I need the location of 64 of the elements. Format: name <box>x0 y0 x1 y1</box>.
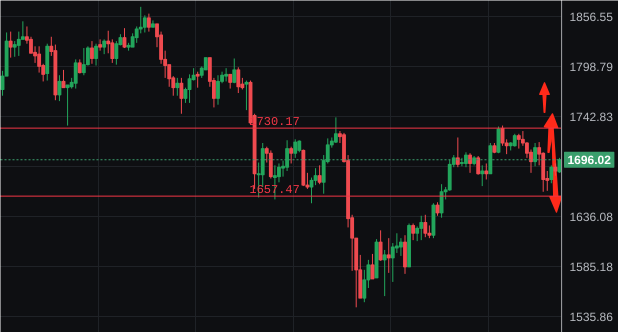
candlestick <box>370 253 374 280</box>
candlestick <box>98 38 102 52</box>
candlestick <box>415 226 420 242</box>
candlestick <box>318 164 322 185</box>
candlestick <box>232 58 236 84</box>
candlestick <box>476 155 480 176</box>
y-tick-label: 1856.55 <box>570 10 614 24</box>
candlestick <box>138 6 143 34</box>
candlestick <box>553 162 558 176</box>
candlestick <box>411 223 416 241</box>
candlestick <box>382 249 387 297</box>
candlestick <box>456 136 460 168</box>
y-tick-label: 1798.79 <box>570 60 614 74</box>
candlestick <box>440 184 444 218</box>
candlestick <box>102 38 106 55</box>
candlestick <box>94 43 98 66</box>
candlestick <box>484 162 488 180</box>
candlestick <box>549 164 554 184</box>
candlestick <box>62 69 66 88</box>
y-tick-label: 1636.08 <box>570 210 614 224</box>
candlestick <box>16 31 21 56</box>
candlestick <box>216 74 220 106</box>
ref-line-label: 1696.02 <box>568 153 612 168</box>
candlestick <box>228 74 232 90</box>
candlestick <box>419 215 424 241</box>
candlestick <box>244 80 248 111</box>
candlestick <box>90 40 94 64</box>
candlestick <box>110 38 114 64</box>
candlestick <box>122 28 126 49</box>
candlestick <box>334 116 338 144</box>
y-tick-label: 1742.83 <box>570 110 614 124</box>
candlestick <box>196 71 200 88</box>
candlestick <box>175 77 180 96</box>
candlestick <box>289 146 294 164</box>
candlestick <box>533 142 537 167</box>
candlestick <box>12 40 17 58</box>
candlestick <box>516 133 521 150</box>
candlestick <box>8 31 13 58</box>
candlestick <box>82 48 86 76</box>
candlestick <box>468 152 472 174</box>
candlestick <box>464 152 468 168</box>
y-tick-label: 1535.86 <box>570 310 614 324</box>
y-tick-label: 1585.18 <box>570 260 614 274</box>
candlestick <box>496 126 500 154</box>
candlestick <box>480 164 484 187</box>
candlestick <box>378 230 383 262</box>
candlestick <box>224 68 228 82</box>
candlestick <box>512 133 517 148</box>
candlestick <box>423 214 428 238</box>
candlestick <box>236 66 240 94</box>
candlestick <box>78 58 82 74</box>
candlestick <box>268 150 273 179</box>
candlestick <box>297 140 302 153</box>
candlestick <box>293 138 298 158</box>
candlestick <box>58 74 62 102</box>
candlestick <box>399 238 403 256</box>
candlestick <box>558 157 561 174</box>
candlestick <box>436 202 440 216</box>
candlestick <box>134 26 139 44</box>
candlestick <box>146 13 151 32</box>
candlestick <box>390 242 395 282</box>
candlestick <box>386 238 391 274</box>
candlestick <box>179 77 184 114</box>
candlestick <box>74 58 78 90</box>
